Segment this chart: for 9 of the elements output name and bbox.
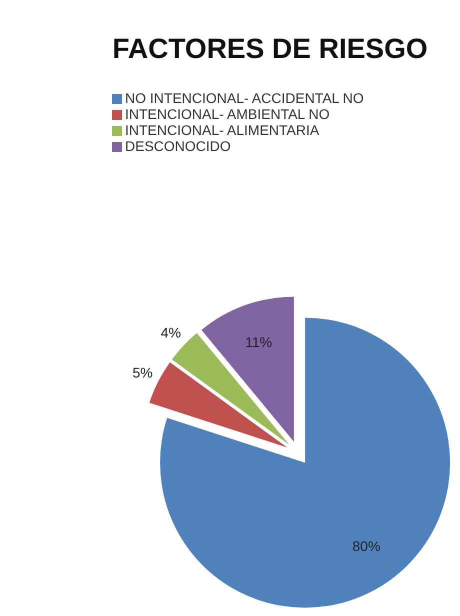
chart-title: FACTORES DE RIESGO <box>112 33 428 64</box>
data-label: 11% <box>245 334 272 350</box>
legend-label: INTENCIONAL- ALIMENTARIA <box>125 122 320 138</box>
legend-label: DESCONOCIDO <box>125 138 231 154</box>
data-label: 80% <box>352 538 380 554</box>
data-label: 5% <box>132 364 153 381</box>
legend-label: NO INTENCIONAL- ACCIDENTAL NO <box>125 90 364 106</box>
legend-label: INTENCIONAL- AMBIENTAL NO <box>125 106 330 122</box>
data-label: 4% <box>160 324 181 340</box>
